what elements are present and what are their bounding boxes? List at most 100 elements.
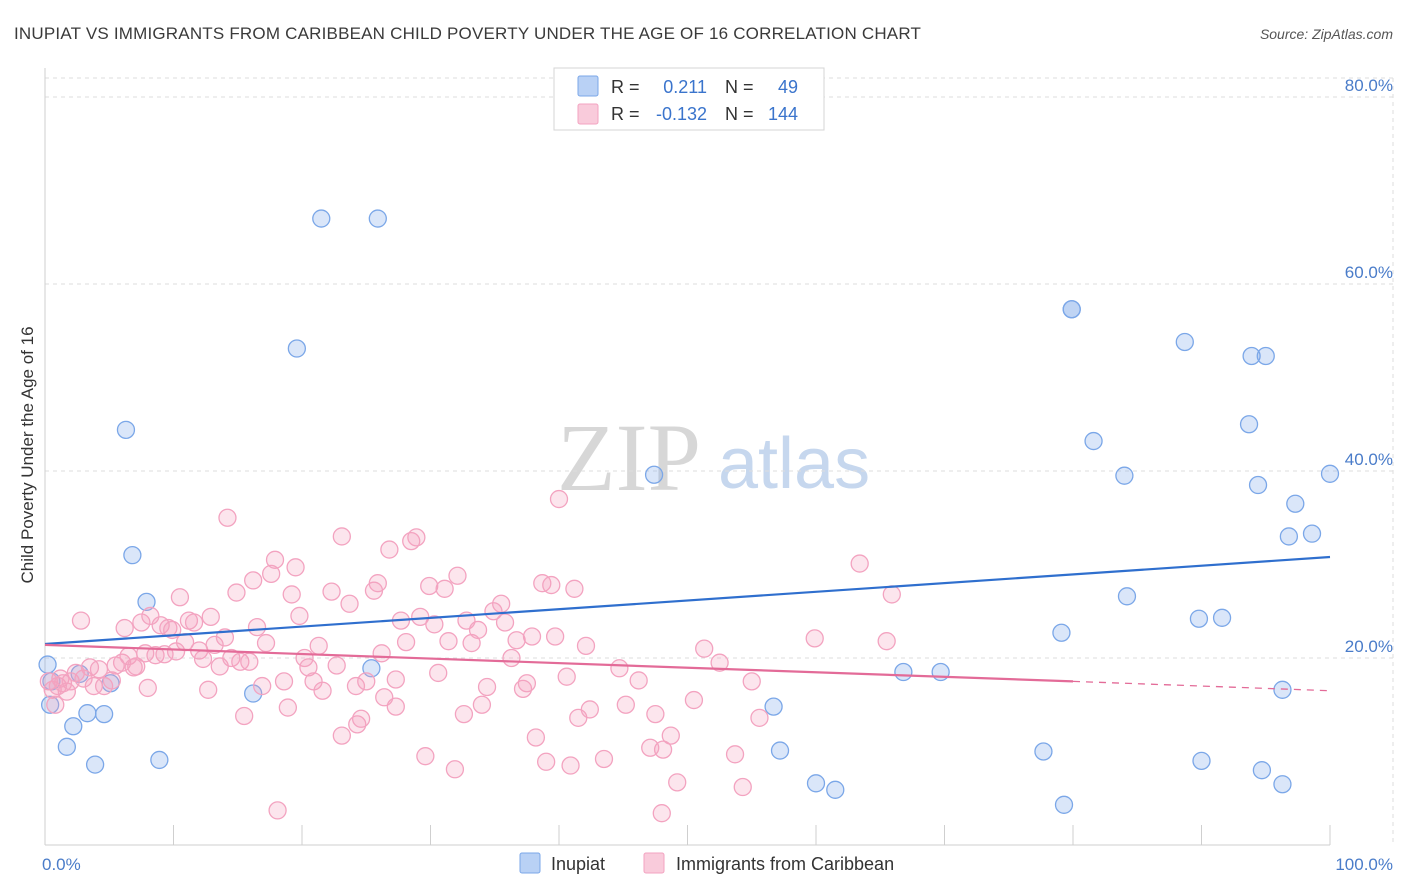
caribbean-point	[641, 738, 660, 757]
caribbean-point	[448, 566, 467, 585]
caribbean-point	[733, 777, 752, 797]
inupiat-point	[94, 704, 114, 724]
chart-source: Source: ZipAtlas.com	[1260, 26, 1393, 42]
inupiat-point	[38, 655, 57, 674]
caribbean-point	[725, 745, 745, 764]
caribbean-point	[610, 659, 629, 678]
caribbean-point	[484, 602, 503, 621]
caribbean-point	[526, 728, 546, 747]
caribbean-point	[218, 508, 237, 527]
caribbean-point	[750, 708, 769, 727]
inupiat-point	[826, 780, 845, 799]
inupiat-point	[1256, 346, 1275, 366]
caribbean-point	[537, 752, 556, 771]
inupiat-point	[1034, 742, 1053, 761]
caribbean-point	[517, 674, 537, 693]
caribbean-point	[332, 527, 351, 546]
watermark-atlas: atlas	[718, 424, 870, 504]
inupiat-point	[1320, 464, 1340, 483]
caribbean-point	[561, 756, 580, 775]
inupiat-point	[123, 546, 142, 565]
caribbean-point	[193, 649, 213, 669]
caribbean-point	[205, 635, 224, 655]
inupiat-point	[1052, 623, 1071, 642]
inupiat-point	[1273, 775, 1292, 794]
trend-lines	[44, 555, 1331, 692]
caribbean-point	[357, 672, 376, 691]
caribbean-point	[557, 667, 576, 686]
caribbean-trend-line	[44, 643, 1074, 683]
inupiat-point	[1286, 494, 1305, 513]
caribbean-point	[565, 579, 584, 598]
inupiat-point	[78, 704, 97, 723]
y-axis-label: Child Poverty Under the Age of 16	[18, 326, 37, 583]
caribbean-point	[368, 574, 387, 593]
inupiat-point	[1054, 795, 1074, 814]
caribbean-point	[668, 773, 687, 792]
inupiat-point	[1242, 346, 1261, 366]
inupiat-point	[368, 209, 387, 228]
legend-swatch-inupiat	[577, 75, 599, 97]
axes	[44, 68, 1331, 846]
y-tick-label-40: 40.0%	[1345, 450, 1393, 469]
caribbean-point	[327, 656, 346, 675]
x-tick-label-max: 100.0%	[1335, 855, 1393, 874]
caribbean-point	[549, 489, 569, 509]
caribbean-point	[386, 670, 405, 689]
caribbean-point	[351, 709, 371, 728]
legend-n-label-1: N =	[725, 77, 754, 97]
watermark: ZIP atlas	[557, 404, 870, 511]
caribbean-point	[372, 644, 391, 663]
legend: R = 0.211 N = 49 R = -0.132 N = 144	[553, 67, 825, 131]
caribbean-point	[882, 585, 901, 604]
inupiat-point	[287, 339, 307, 358]
caribbean-point	[416, 747, 435, 766]
caribbean-point	[396, 632, 416, 652]
inupiat-point	[1212, 608, 1232, 627]
caribbean-point	[545, 627, 565, 646]
legend-r-label-1: R =	[611, 77, 640, 97]
inupiat-point	[1062, 300, 1081, 319]
legend-swatch-caribbean	[577, 103, 599, 125]
y-tick-labels: 20.0% 40.0% 60.0% 80.0%	[1345, 76, 1393, 656]
chart-title: INUPIAT VS IMMIGRANTS FROM CARIBBEAN CHI…	[14, 24, 921, 43]
caribbean-point	[74, 669, 93, 688]
inupiat-point	[1252, 761, 1272, 780]
caribbean-point	[244, 571, 263, 590]
caribbean-point	[380, 540, 399, 559]
caribbean-point	[502, 648, 521, 668]
caribbean-point	[420, 576, 439, 596]
caribbean-point	[411, 607, 430, 627]
inupiat-point	[1248, 475, 1268, 495]
caribbean-point	[299, 658, 318, 677]
x-tick-label-min: 0.0%	[42, 855, 81, 874]
watermark-zip: ZIP	[557, 404, 701, 511]
bottom-legend-swatch-inupiat	[519, 852, 541, 874]
y-tick-label-60: 60.0%	[1345, 263, 1393, 282]
inupiat-point	[644, 465, 664, 484]
caribbean-point	[652, 804, 671, 823]
caribbean-point	[332, 726, 351, 745]
caribbean-point	[46, 695, 65, 714]
caribbean-point	[201, 607, 220, 627]
caribbean-point	[274, 672, 294, 691]
caribbean-point	[407, 528, 426, 547]
caribbean-point	[710, 653, 729, 672]
legend-box	[553, 67, 825, 131]
inupiat-point	[150, 750, 169, 770]
caribbean-point	[115, 618, 134, 638]
caribbean-point	[684, 690, 704, 710]
caribbean-point	[468, 620, 488, 640]
legend-n-value-2: 144	[768, 104, 798, 124]
caribbean-point	[542, 575, 561, 595]
caribbean-point	[576, 636, 596, 655]
caribbean-point	[227, 583, 246, 602]
bottom-legend-label-caribbean: Immigrants from Caribbean	[676, 854, 894, 874]
caribbean-point	[435, 579, 454, 598]
caribbean-point	[477, 677, 497, 697]
caribbean-point	[138, 678, 157, 698]
caribbean-point	[71, 611, 91, 630]
caribbean-point	[222, 648, 241, 668]
caribbean-point	[84, 676, 103, 696]
caribbean-point	[290, 606, 309, 626]
